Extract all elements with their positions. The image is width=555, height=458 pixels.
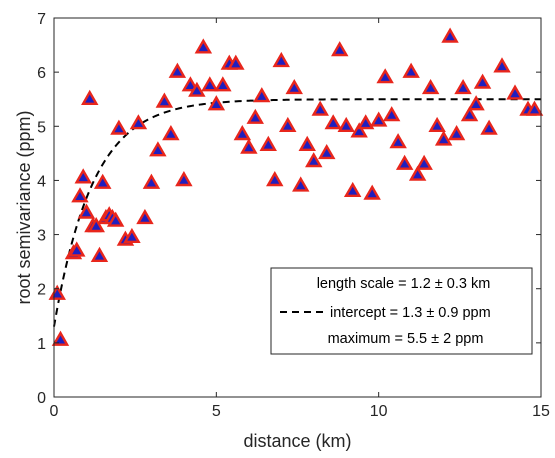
data-point [162,124,180,141]
data-point [389,133,407,149]
axes-layer [53,17,542,398]
x-tick-label: 15 [532,403,550,420]
data-point [402,62,420,78]
x-tick-label: 5 [212,403,221,420]
data-point [194,38,213,54]
data-point [493,57,511,73]
data-point [77,203,96,219]
data-point [123,227,141,244]
legend-entry-maximum: maximum = 5.5 ± 2 ppm [328,331,484,347]
data-point [149,141,167,157]
data-point [155,92,174,108]
data-point [168,62,187,78]
data-point [51,330,70,346]
data-point [305,152,323,168]
data-point [285,79,303,95]
data-point [428,116,446,133]
data-point [74,168,92,184]
legend-box [270,267,533,355]
y-axis-label: root semivariance (ppm) [14,110,34,304]
data-point [110,119,128,135]
data-point [129,114,148,130]
axes-box [53,17,542,398]
y-tick-label: 0 [37,390,46,407]
data-point [467,95,485,111]
data-point [363,184,381,200]
data-point [395,154,414,170]
data-point [454,79,472,95]
data-point [136,208,154,225]
x-tick-label: 0 [50,403,59,420]
data-point [350,122,368,138]
x-axis-label: distance (km) [243,431,351,451]
data-point [460,106,479,122]
data-point [525,100,544,116]
data-point [207,95,226,111]
data-point [441,27,459,43]
data-point [311,100,329,116]
data-point [318,144,336,160]
data-point [71,187,89,203]
data-point [279,116,297,133]
data-point [272,51,290,68]
data-point [421,79,440,95]
y-tick-label: 7 [37,11,46,28]
x-tick-label: 10 [370,403,388,420]
y-tick-label: 2 [37,282,46,299]
data-points-layer [48,27,544,346]
y-tick-label: 4 [37,173,46,190]
data-point [201,76,219,92]
data-point [81,89,99,106]
data-point [506,84,524,100]
data-point [324,114,342,130]
data-point [434,130,453,146]
data-point [408,165,427,181]
data-point [93,173,112,189]
data-point [266,170,284,187]
data-point [298,135,316,152]
data-point [382,106,401,122]
data-point [331,41,349,57]
data-point [227,54,245,70]
y-tick-label: 5 [37,119,46,136]
data-point [90,246,109,262]
data-point [376,68,394,84]
data-point [415,154,433,170]
data-point [233,124,252,141]
data-point [214,76,232,92]
data-point [337,116,355,133]
data-point [356,114,375,130]
data-point [253,87,271,103]
data-point [473,73,492,89]
legend-entry-length-scale: length scale = 1.2 ± 0.3 km [317,276,491,292]
tick-layer: 0 5 10 15 0 1 2 3 4 5 6 7 [37,11,550,420]
data-point [259,135,277,152]
data-point [480,119,498,135]
data-point [246,108,264,124]
y-tick-label: 3 [37,228,46,245]
data-point [447,124,466,141]
data-point [175,170,193,187]
data-point [142,173,161,189]
data-point [87,216,105,233]
y-tick-label: 6 [37,65,46,82]
data-point [343,181,362,198]
data-point [369,111,388,127]
data-point [240,138,258,154]
data-point [188,81,206,97]
data-point [106,211,125,227]
legend: length scale = 1.2 ± 0.3 km intercept = … [270,267,533,355]
data-point [68,241,86,257]
y-tick-label: 1 [37,336,46,353]
legend-entry-intercept: intercept = 1.3 ± 0.9 ppm [330,305,491,321]
data-point [292,176,310,192]
